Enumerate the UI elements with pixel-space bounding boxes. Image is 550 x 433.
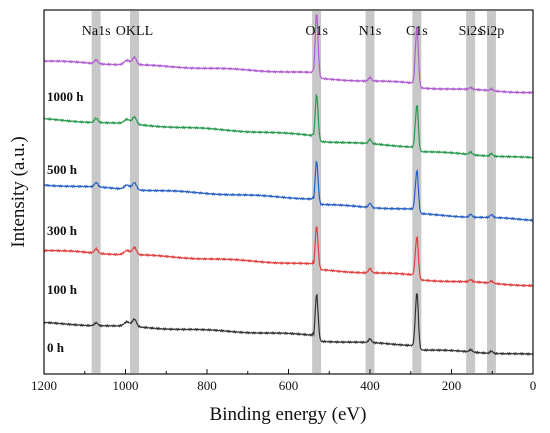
series-line-100-h (43, 226, 534, 288)
series-line-1000-h (43, 14, 534, 95)
shaded-band-0 (91, 11, 101, 373)
x-axis-title: Binding energy (eV) (210, 404, 367, 425)
series-label-300-h: 300 h (47, 223, 78, 238)
x-tick-label-1200: 1200 (31, 378, 57, 393)
shaded-band-6 (486, 11, 496, 373)
y-axis-title: Intensity (a.u.) (8, 136, 29, 247)
x-tick-label-800: 800 (197, 378, 217, 393)
x-tick-label-400: 400 (360, 378, 380, 393)
series-label-0-h: 0 h (47, 340, 65, 355)
x-tick-label-200: 200 (442, 378, 462, 393)
series-lines (43, 14, 534, 356)
series-label-1000-h: 1000 h (47, 89, 84, 104)
shaded-band-4 (412, 11, 422, 373)
shaded-band-5 (466, 11, 476, 373)
x-axis-ticks: 1200 1000 800 600 400 200 0 (31, 369, 536, 393)
peak-label-C1s: C1s (406, 24, 428, 39)
x-tick-label-600: 600 (279, 378, 299, 393)
series-label-500-h: 500 h (47, 162, 78, 177)
peak-label-Si2s: Si2s (459, 24, 483, 39)
peak-label-O1s: O1s (305, 24, 328, 39)
shaded-band-3 (365, 11, 375, 373)
series-line-300-h (43, 160, 534, 223)
shaded-bands (91, 11, 496, 373)
peak-label-N1s: N1s (359, 24, 382, 39)
series-line-500-h (43, 93, 534, 160)
x-tick-label-1000: 1000 (113, 378, 139, 393)
peak-label-Na1s: Na1s (82, 24, 111, 39)
shaded-band-1 (129, 11, 139, 373)
series-line-0-h (43, 293, 534, 356)
peak-label-Si2p: Si2p (479, 24, 505, 39)
x-tick-label-0: 0 (530, 378, 537, 393)
series-labels: 1000 h 500 h 300 h 100 h 0 h (47, 89, 84, 355)
series-label-100-h: 100 h (47, 282, 78, 297)
peak-label-OKLL: OKLL (116, 24, 153, 39)
shaded-band-2 (312, 11, 322, 373)
